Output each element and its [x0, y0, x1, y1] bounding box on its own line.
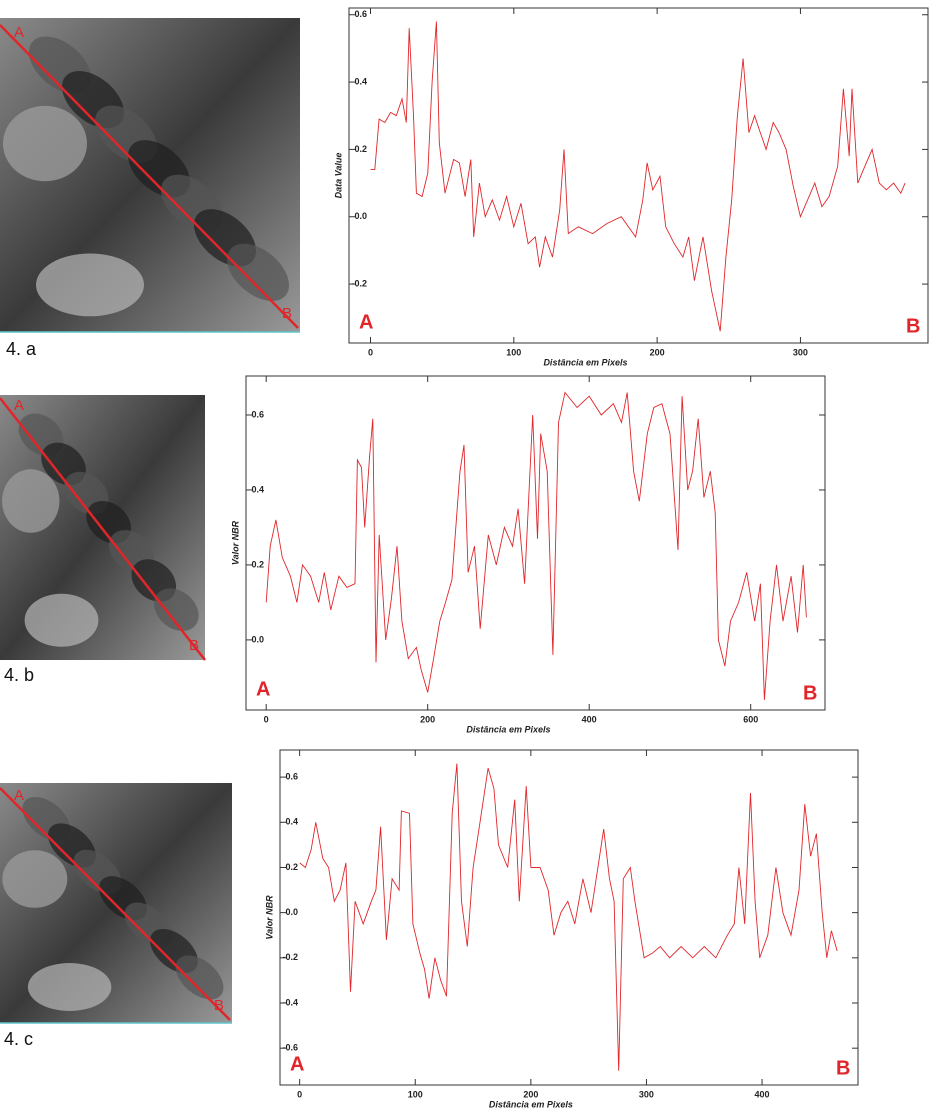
y-tick-label: -0.2	[351, 278, 367, 288]
y-tick-label: 0.6	[251, 409, 264, 419]
transect-line	[0, 24, 299, 329]
image-texture	[24, 593, 99, 647]
plot-frame	[279, 749, 859, 1086]
image-texture	[153, 588, 199, 631]
panel-label: 4. c	[4, 1029, 33, 1049]
image-texture	[27, 963, 112, 1011]
image-label-a: A	[14, 397, 24, 414]
y-tick-label: -0.4	[282, 997, 298, 1007]
y-tick-label: 0.0	[354, 211, 367, 221]
x-tick-label: 100	[408, 1089, 423, 1099]
y-tick-label: 0.6	[354, 9, 367, 19]
image-texture	[175, 955, 224, 1000]
image-label-a: A	[14, 24, 24, 41]
panel-label: 4. b	[4, 665, 34, 685]
x-tick-label: 0	[264, 714, 269, 724]
y-tick-label: -0.6	[282, 1043, 298, 1053]
x-tick-label: 400	[582, 714, 597, 724]
profile-line	[299, 763, 838, 1071]
y-tick-label: 0.2	[285, 862, 298, 872]
y-tick-label: 0.0	[285, 907, 298, 917]
x-tick-label: 300	[793, 347, 808, 357]
end-label-a: A	[290, 1053, 304, 1075]
y-tick-label: 0.2	[251, 559, 264, 569]
y-tick-label: -0.2	[282, 952, 298, 962]
image-label-b: B	[282, 305, 292, 322]
y-tick-label: 0.6	[285, 771, 298, 781]
x-tick-label: 0	[297, 1089, 302, 1099]
image-texture	[36, 253, 144, 317]
end-label-b: B	[803, 682, 817, 704]
y-tick-label: 0.0	[251, 634, 264, 644]
end-label-a: A	[256, 678, 270, 700]
x-tick-label: 300	[639, 1089, 654, 1099]
x-tick-label: 200	[420, 714, 435, 724]
x-tick-label: 0	[368, 347, 373, 357]
plot-frame	[348, 7, 929, 344]
image-texture	[2, 850, 68, 908]
y-axis-label: Valor NBR	[230, 520, 240, 565]
y-tick-label: 0.4	[285, 817, 298, 827]
transect-line	[0, 397, 206, 661]
transect-line	[0, 787, 231, 1021]
profile-line	[265, 391, 807, 700]
x-axis-label: Distância em Pixels	[489, 1099, 573, 1109]
image-texture	[2, 469, 60, 533]
profile-line	[370, 21, 906, 332]
y-tick-label: 0.4	[251, 484, 264, 494]
y-tick-label: 0.2	[354, 144, 367, 154]
image-texture	[227, 243, 289, 301]
x-axis-label: Distância em Pixels	[466, 724, 550, 734]
end-label-b: B	[906, 315, 920, 337]
x-tick-label: 200	[523, 1089, 538, 1099]
plot-frame	[245, 375, 826, 711]
end-label-b: B	[836, 1057, 850, 1079]
end-label-a: A	[359, 311, 373, 333]
x-tick-label: 400	[755, 1089, 770, 1099]
image-label-b: B	[189, 637, 199, 654]
panel-label: 4. a	[6, 339, 37, 359]
x-tick-label: 200	[650, 347, 665, 357]
y-axis-label: Data Value	[333, 153, 343, 199]
image-texture	[3, 105, 87, 182]
image-label-b: B	[214, 997, 224, 1014]
y-tick-label: 0.4	[354, 76, 367, 86]
image-label-a: A	[14, 787, 24, 804]
x-tick-label: 600	[743, 714, 758, 724]
y-axis-label: Valor NBR	[264, 895, 274, 940]
x-tick-label: 100	[506, 347, 521, 357]
x-axis-label: Distância em Pixels	[543, 357, 627, 367]
